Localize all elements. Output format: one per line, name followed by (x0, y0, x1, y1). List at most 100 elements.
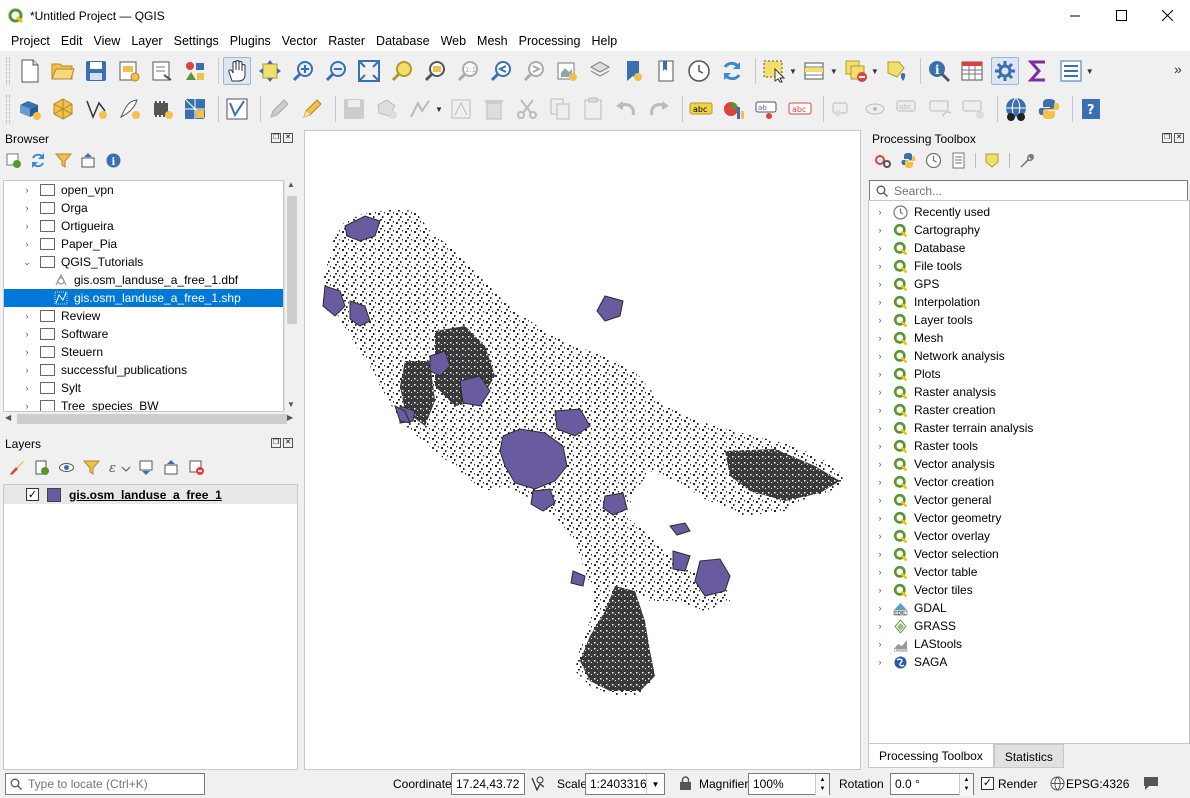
show-unplaced-labels-button[interactable]: abc (786, 95, 814, 123)
toolbox-group-recently-used[interactable]: › Recently used (869, 203, 990, 221)
collapse-arrow-icon[interactable]: ⌄ (23, 256, 31, 267)
results-viewer-icon[interactable] (950, 152, 967, 169)
toolbox-group-vector-geometry[interactable]: › Vector geometry (869, 509, 1002, 527)
browser-vertical-scrollbar[interactable]: ▲ ▼ (284, 180, 298, 412)
scale-combobox[interactable]: 1:2403316 ▼ (585, 773, 665, 795)
expand-arrow-icon[interactable]: › (25, 347, 29, 357)
render-checkbox[interactable]: ✓ (981, 777, 994, 790)
tree-item-orga[interactable]: › Orga (4, 199, 283, 217)
expand-arrow-icon[interactable]: › (25, 401, 29, 411)
toolbox-close-button[interactable]: ✕ (1174, 133, 1184, 143)
menu-database[interactable]: Database (376, 34, 430, 48)
expand-arrow-icon[interactable]: › (25, 239, 29, 249)
layer-labeling-button[interactable]: abc (687, 95, 715, 123)
expand-arrow-icon[interactable]: › (878, 207, 882, 217)
layer-diagram-button[interactable] (720, 95, 748, 123)
expand-arrow-icon[interactable]: › (878, 549, 882, 559)
tree-item-successful-publications[interactable]: › successful_publications (4, 361, 283, 379)
expand-arrow-icon[interactable]: › (25, 311, 29, 321)
refresh-icon[interactable] (30, 152, 47, 169)
expand-arrow-icon[interactable]: › (878, 315, 882, 325)
expand-arrow-icon[interactable]: › (25, 203, 29, 213)
toolbox-button[interactable] (990, 57, 1019, 85)
toolbox-group-plots[interactable]: › Plots (869, 365, 941, 383)
layers-tree[interactable]: ✓ gis.osm_landuse_a_free_1 (3, 484, 298, 770)
expand-arrow-icon[interactable]: › (878, 351, 882, 361)
toolbox-group-raster-terrain-analysis[interactable]: › Raster terrain analysis (869, 419, 1034, 437)
toolbar-grip[interactable] (6, 57, 10, 85)
expand-arrow-icon[interactable]: › (878, 567, 882, 577)
python-scripts-icon[interactable] (900, 152, 917, 169)
toolbox-group-lastools[interactable]: › LAStools LAStools (869, 635, 963, 653)
browser-tree[interactable]: › open_vpn › Orga › Ortigueira › Paper_P… (3, 180, 284, 412)
open-project-button[interactable] (49, 57, 77, 85)
expand-arrow-icon[interactable]: › (878, 585, 882, 595)
list-dropdown-icon[interactable]: ▼ (1085, 66, 1094, 76)
zoom-to-selection-button[interactable] (388, 57, 416, 85)
menu-mesh[interactable]: Mesh (477, 34, 508, 48)
tree-item-steuern[interactable]: › Steuern (4, 343, 283, 361)
digitize-shape-button[interactable] (406, 95, 434, 123)
toggle-extents-icon[interactable] (529, 775, 546, 793)
refresh-button[interactable] (718, 57, 746, 85)
rotation-spin-buttons[interactable]: ▲ ▼ (959, 774, 973, 796)
close-button[interactable] (1144, 0, 1190, 31)
rotate-label-button[interactable] (927, 95, 955, 123)
tree-item-open-vpn[interactable]: › open_vpn (4, 181, 283, 199)
select-dropdown-icon[interactable]: ▼ (789, 66, 797, 76)
expand-arrow-icon[interactable]: › (878, 639, 882, 649)
toolbox-group-file-tools[interactable]: › File tools (869, 257, 963, 275)
filter-legend-icon[interactable] (83, 459, 100, 476)
scroll-right-icon[interactable]: ▶ (287, 413, 294, 422)
pin-labels-button[interactable]: ab (753, 95, 781, 123)
coordinate-field[interactable]: 17.24,43.72 (451, 773, 525, 795)
expand-all-icon[interactable] (138, 459, 155, 476)
delete-selected-button[interactable] (480, 95, 508, 123)
expand-arrow-icon[interactable]: › (878, 477, 882, 487)
new-virtual-layer-button[interactable] (148, 95, 176, 123)
layout-manager-button[interactable] (148, 57, 176, 85)
digitize-dropdown-icon[interactable]: ▼ (435, 104, 443, 114)
menu-view[interactable]: View (93, 34, 121, 48)
expand-arrow-icon[interactable]: › (878, 531, 882, 541)
menu-processing[interactable]: Processing (518, 34, 581, 48)
identify-features-button[interactable]: i (925, 57, 953, 85)
toolbox-float-button[interactable]: ❐ (1162, 133, 1172, 143)
models-icon[interactable] (874, 152, 892, 169)
menu-plugins[interactable]: Plugins (229, 34, 271, 48)
expand-arrow-icon[interactable]: › (878, 459, 882, 469)
expand-arrow-icon[interactable]: › (878, 279, 882, 289)
zoom-last-button[interactable] (487, 57, 515, 85)
select-location-button[interactable] (883, 57, 911, 85)
toolbox-group-gdal[interactable]: › GDAL GDAL (869, 599, 947, 617)
toolbox-group-network-analysis[interactable]: › Network analysis (869, 347, 1005, 365)
tree-item-shp[interactable]: gis.osm_landuse_a_free_1.shp (4, 289, 283, 307)
layers-close-button[interactable]: ✕ (283, 438, 293, 448)
toolbox-group-layer-tools[interactable]: › Layer tools (869, 311, 973, 329)
toolbox-group-vector-creation[interactable]: › Vector creation (869, 473, 995, 491)
browser-horizontal-scrollbar[interactable]: ◀ ▶ (3, 412, 298, 426)
scroll-up-icon[interactable]: ▲ (287, 180, 295, 189)
expand-arrow-icon[interactable]: › (25, 365, 29, 375)
expand-arrow-icon[interactable]: › (878, 513, 882, 523)
expand-arrow-icon[interactable]: › (878, 369, 882, 379)
menu-settings[interactable]: Settings (173, 34, 219, 48)
statistical-summary-button[interactable] (1024, 57, 1052, 85)
history-icon[interactable] (925, 152, 942, 169)
maximize-button[interactable] (1098, 0, 1144, 31)
expand-arrow-icon[interactable]: › (878, 621, 882, 631)
attribute-dropdown-icon[interactable]: ▼ (829, 66, 838, 76)
collapse-all-icon[interactable] (80, 152, 97, 169)
scroll-left-icon[interactable]: ◀ (5, 413, 12, 422)
browser-float-button[interactable]: ❐ (271, 133, 281, 143)
plugin-globe-button[interactable] (1002, 95, 1030, 123)
select-features-button[interactable] (760, 57, 788, 85)
highlight-labels-button[interactable] (828, 95, 856, 123)
tree-item-dbf[interactable]: gis.osm_landuse_a_free_1.dbf (4, 271, 283, 289)
tree-item-software[interactable]: › Software (4, 325, 283, 343)
select-by-attribute-button[interactable] (801, 57, 829, 85)
zoom-full-button[interactable] (355, 57, 383, 85)
options-wrench-icon[interactable] (1018, 152, 1035, 169)
toolbox-group-raster-creation[interactable]: › Raster creation (869, 401, 996, 419)
layers-float-button[interactable]: ❐ (271, 438, 281, 448)
